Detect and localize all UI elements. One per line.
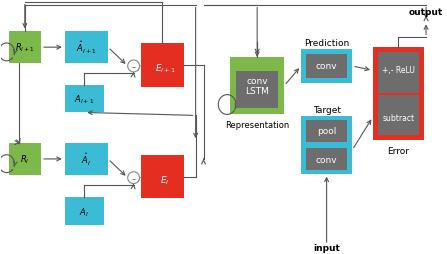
Text: input: input [313,244,340,252]
Text: $\hat{A}_{l+1}$: $\hat{A}_{l+1}$ [76,40,97,56]
Text: output: output [409,8,443,17]
Text: Prediction: Prediction [304,39,349,47]
FancyBboxPatch shape [373,48,424,140]
FancyBboxPatch shape [306,148,347,170]
FancyBboxPatch shape [8,32,41,64]
Text: $A_{l+1}$: $A_{l+1}$ [74,93,94,105]
FancyBboxPatch shape [236,72,278,109]
Text: -: - [131,62,135,72]
FancyBboxPatch shape [140,155,184,199]
FancyBboxPatch shape [306,121,347,142]
Text: Target: Target [312,106,341,115]
Text: pool: pool [317,127,336,136]
FancyBboxPatch shape [65,85,104,113]
Text: +,- ReLU: +,- ReLU [382,66,415,75]
FancyBboxPatch shape [378,53,419,93]
Circle shape [128,61,139,73]
Text: -: - [131,173,135,183]
Text: Error: Error [388,146,409,155]
Text: subtract: subtract [382,114,414,123]
FancyBboxPatch shape [8,144,41,175]
Text: conv: conv [316,155,337,164]
FancyBboxPatch shape [65,32,108,64]
Text: conv: conv [246,77,268,86]
Text: conv: conv [316,62,337,71]
FancyBboxPatch shape [65,198,104,225]
Text: Representation: Representation [225,120,289,129]
FancyBboxPatch shape [378,95,419,136]
FancyBboxPatch shape [301,117,352,174]
Text: $\hat{A}_l$: $\hat{A}_l$ [81,151,91,167]
FancyBboxPatch shape [65,144,108,175]
Text: $E_l$: $E_l$ [160,174,170,186]
Text: $R_{l+1}$: $R_{l+1}$ [15,42,35,54]
Text: $A_l$: $A_l$ [80,205,89,218]
Text: LSTM: LSTM [245,87,269,96]
FancyBboxPatch shape [140,44,184,87]
FancyBboxPatch shape [230,58,284,115]
Text: $R_l$: $R_l$ [20,153,30,166]
FancyBboxPatch shape [301,50,352,84]
Text: $E_{l+1}$: $E_{l+1}$ [155,62,176,75]
Circle shape [128,172,139,184]
FancyBboxPatch shape [306,55,347,78]
